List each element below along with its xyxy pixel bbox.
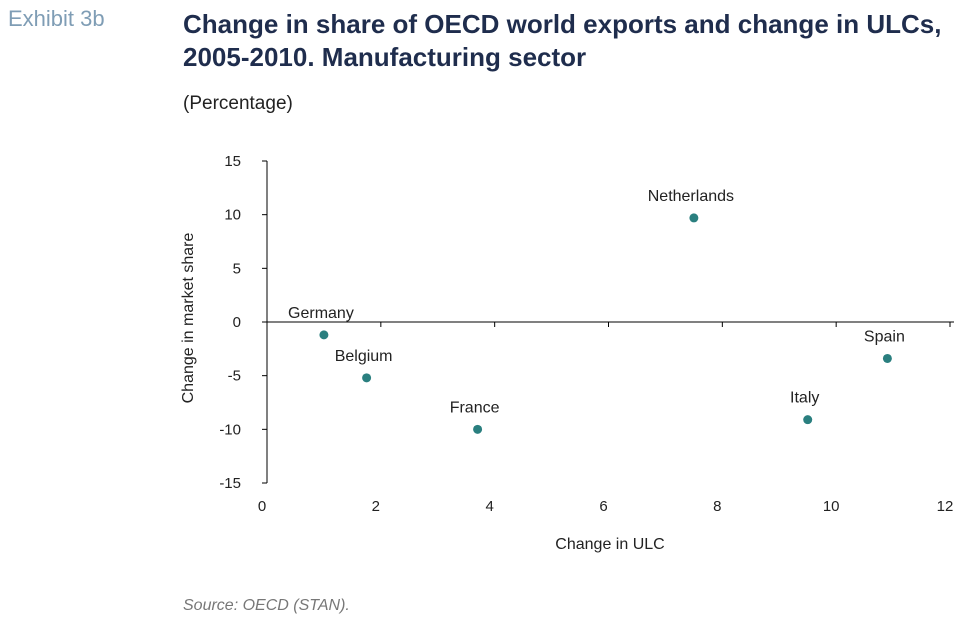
axes bbox=[266, 161, 954, 483]
scatter-chart: 15 10 5 0 -5 -10 -15 0 2 4 6 8 10 12 Germany Belgium Fr… bbox=[180, 153, 954, 553]
x-tick-label: 2 bbox=[372, 498, 380, 515]
x-tick-label: 6 bbox=[599, 498, 607, 515]
chart-title: Change in share of OECD world exports an… bbox=[183, 9, 942, 72]
data-label: Germany bbox=[288, 305, 354, 322]
y-tick-label: -15 bbox=[219, 475, 241, 492]
y-axis-title: Change in market share bbox=[180, 233, 197, 404]
data-label: Italy bbox=[790, 390, 819, 407]
y-tick-label: 5 bbox=[233, 260, 241, 277]
x-tick-label: 10 bbox=[823, 498, 840, 515]
data-point bbox=[362, 373, 372, 383]
x-tick-label: 0 bbox=[258, 498, 266, 515]
data-point bbox=[882, 353, 892, 363]
data-label: France bbox=[450, 399, 500, 416]
x-tick-label: 8 bbox=[713, 498, 721, 515]
y-tick-label: -10 bbox=[219, 421, 241, 438]
y-tick-label: 10 bbox=[224, 207, 241, 224]
data-point bbox=[803, 415, 813, 425]
data-points: Germany Belgium France Netherlands Italy Spai… bbox=[288, 188, 905, 434]
exhibit-label: Exhibit 3b bbox=[8, 6, 105, 31]
chart-subtitle: (Percentage) bbox=[183, 93, 293, 114]
data-label: Belgium bbox=[335, 348, 393, 365]
y-tick-label: -5 bbox=[228, 368, 241, 385]
x-tick-label: 4 bbox=[485, 498, 493, 515]
data-point bbox=[319, 330, 329, 340]
data-label: Spain bbox=[864, 328, 905, 345]
y-tick-label: 0 bbox=[233, 314, 241, 331]
x-tick-label: 12 bbox=[937, 498, 954, 515]
ticks: 15 10 5 0 -5 -10 -15 0 2 4 6 8 10 12 bbox=[219, 153, 953, 515]
source-note: Source: OECD (STAN). bbox=[183, 597, 350, 614]
y-tick-label: 15 bbox=[224, 153, 241, 170]
data-point bbox=[689, 213, 699, 223]
data-label: Netherlands bbox=[648, 188, 734, 205]
data-point bbox=[473, 424, 483, 434]
x-axis-title: Change in ULC bbox=[555, 536, 664, 553]
